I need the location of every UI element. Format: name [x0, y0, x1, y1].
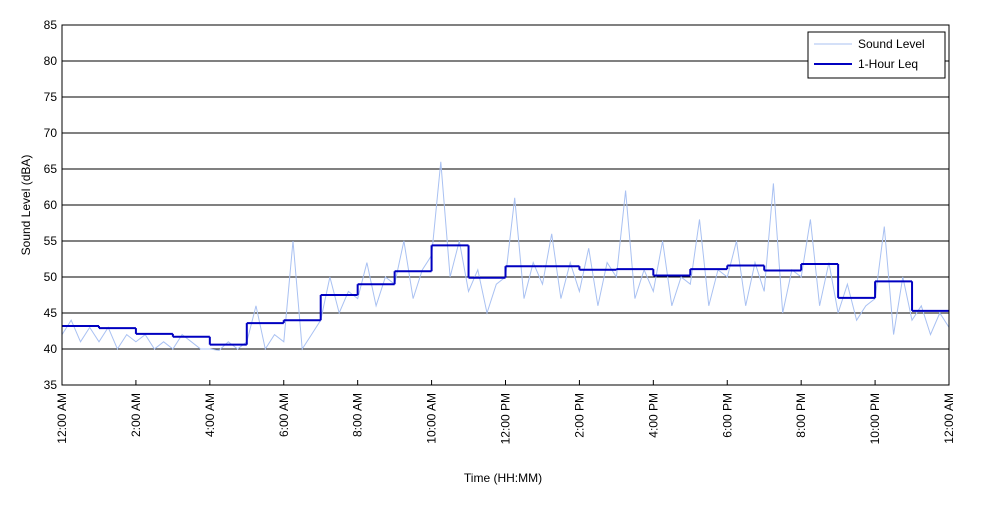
y-tick-label: 65 — [44, 162, 58, 176]
x-tick-label: 6:00 AM — [277, 393, 291, 437]
legend-label: Sound Level — [858, 37, 925, 51]
x-axis-label: Time (HH:MM) — [464, 471, 542, 485]
y-tick-label: 75 — [44, 90, 58, 104]
x-tick-label: 12:00 AM — [55, 393, 69, 444]
y-tick-label: 40 — [44, 342, 58, 356]
y-axis-label: Sound Level (dBA) — [19, 155, 33, 256]
x-tick-label: 12:00 PM — [499, 393, 513, 444]
y-tick-label: 60 — [44, 198, 58, 212]
y-tick-label: 55 — [44, 234, 58, 248]
x-tick-label: 2:00 AM — [129, 393, 143, 437]
x-tick-label: 4:00 AM — [203, 393, 217, 437]
x-tick-label: 2:00 PM — [572, 393, 586, 438]
plot-frame — [61, 24, 950, 386]
x-tick-label: 6:00 PM — [720, 393, 734, 438]
y-tick-label: 70 — [44, 126, 58, 140]
y-tick-label: 35 — [44, 378, 58, 392]
legend-label: 1-Hour Leq — [858, 57, 918, 71]
x-tick-label: 8:00 AM — [351, 393, 365, 437]
x-tick-label: 12:00 AM — [942, 393, 956, 444]
x-tick-label: 10:00 PM — [868, 393, 882, 444]
x-tick-label: 8:00 PM — [794, 393, 808, 438]
x-tick-label: 10:00 AM — [425, 393, 439, 444]
y-tick-label: 85 — [44, 18, 58, 32]
y-tick-label: 50 — [44, 270, 58, 284]
x-tick-label: 4:00 PM — [646, 393, 660, 438]
y-tick-label: 45 — [44, 306, 58, 320]
y-tick-label: 80 — [44, 54, 58, 68]
legend-box — [807, 31, 946, 79]
